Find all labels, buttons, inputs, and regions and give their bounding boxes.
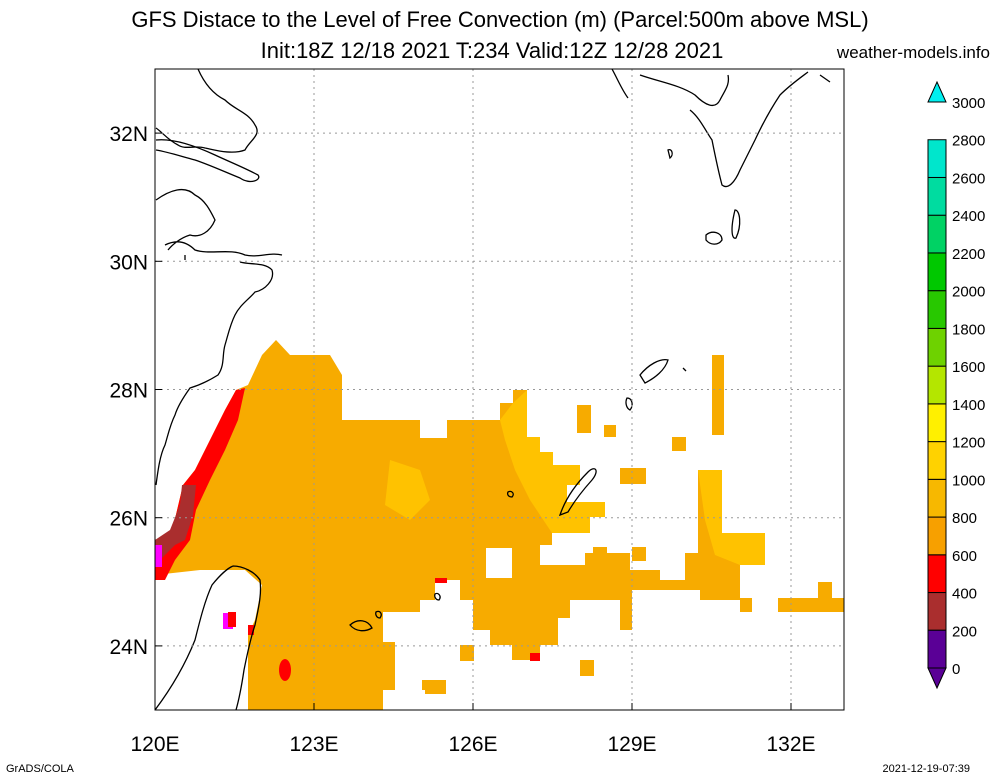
coastline-japan-island xyxy=(731,209,741,239)
colorbar-level-label: 200 xyxy=(952,623,977,640)
field-spot-red xyxy=(248,625,254,635)
lat-tick-label: 32N xyxy=(109,123,148,146)
colorbar-arrow-high xyxy=(927,80,947,103)
field-patch xyxy=(818,582,832,598)
colorbar-level-label: 2800 xyxy=(952,133,985,150)
colorbar-swatch xyxy=(927,139,947,178)
field-patch xyxy=(580,660,594,676)
field-patch xyxy=(577,405,591,433)
coastline-island xyxy=(667,149,673,160)
field-patch xyxy=(632,547,646,561)
field-spot-red xyxy=(435,578,447,583)
coastline-island xyxy=(625,397,633,411)
field-patch xyxy=(620,468,646,484)
footer-software: GrADS/COLA xyxy=(6,763,74,775)
field-patch xyxy=(460,645,474,661)
field-patch xyxy=(604,425,616,437)
lon-tick-label: 129E xyxy=(607,733,656,756)
lat-tick-label: 24N xyxy=(109,636,148,659)
lon-tick-label: 132E xyxy=(766,733,815,756)
colorbar-level-label: 2400 xyxy=(952,208,985,225)
map-axes: 120E 123E 126E 129E 132E 24N 26N 28N 30N 32N xyxy=(109,123,815,756)
field-edge-magenta xyxy=(155,545,162,567)
colorbar-swatch xyxy=(927,290,947,329)
colorbar-swatch xyxy=(927,441,947,480)
site-credit: weather-models.info xyxy=(836,43,990,62)
coastline-yangtze xyxy=(155,139,260,183)
coastlines xyxy=(155,69,831,710)
colorbar-swatch xyxy=(927,214,947,254)
field-region-light xyxy=(698,470,765,565)
colorbar-swatch xyxy=(927,403,947,443)
coastline-japan-kyushu xyxy=(611,69,831,188)
field-gap xyxy=(486,548,512,578)
field-spot-red xyxy=(530,653,540,661)
colorbar-level-label: 2200 xyxy=(952,246,985,263)
coastline-island xyxy=(375,610,382,619)
colorbar-level-label: 1400 xyxy=(952,397,985,414)
colorbar-swatch xyxy=(927,176,947,216)
footer-timestamp: 2021-12-19-07:39 xyxy=(882,763,970,775)
coastline-island xyxy=(349,620,373,632)
coastline-island xyxy=(434,592,441,601)
field-patch xyxy=(778,598,844,612)
colorbar-level-label: 2000 xyxy=(952,284,985,301)
coastline-island xyxy=(506,490,514,498)
lat-tick-label: 30N xyxy=(109,251,148,274)
lon-tick-label: 123E xyxy=(289,733,338,756)
lon-tick-label: 120E xyxy=(130,733,179,756)
colorbar-level-label: 1800 xyxy=(952,321,985,338)
colorbar-swatch xyxy=(927,554,947,594)
chart-title: GFS Distace to the Level of Free Convect… xyxy=(131,7,869,32)
lat-tick-label: 26N xyxy=(109,508,148,531)
colorbar-swatch xyxy=(927,327,947,367)
colorbar-swatch xyxy=(927,629,947,669)
colorbar-arrow-low xyxy=(927,667,947,690)
field-gap xyxy=(383,612,421,642)
colorbar-level-label: 800 xyxy=(952,510,977,527)
colorbar-level-label: 1000 xyxy=(952,472,985,489)
field-patch xyxy=(422,680,446,694)
lon-tick-label: 126E xyxy=(448,733,497,756)
colorbar-swatch xyxy=(927,478,947,518)
colorbar-level-label: 600 xyxy=(952,548,977,565)
colorbar-level-label: 1200 xyxy=(952,435,985,452)
coastline-amami xyxy=(639,359,669,384)
colorbar-swatch xyxy=(927,252,947,292)
field-patch xyxy=(740,598,752,612)
field-patch xyxy=(712,355,724,435)
coastline-taiwan xyxy=(155,565,262,710)
convection-field xyxy=(155,340,844,710)
chart-subtitle: Init:18Z 12/18 2021 T:234 Valid:12Z 12/2… xyxy=(260,38,724,63)
field-region-light xyxy=(500,390,605,533)
coastline-china-east xyxy=(155,188,283,486)
field-patch xyxy=(593,547,607,561)
colorbar-level-label: 3000 xyxy=(952,95,985,112)
colorbar-swatch xyxy=(927,516,947,556)
field-spot-red xyxy=(279,659,291,681)
field-region-light xyxy=(385,460,430,520)
colorbar-level-label: 400 xyxy=(952,586,977,603)
colorbar-level-label: 1600 xyxy=(952,359,985,376)
field-patch xyxy=(672,437,686,451)
map-grid xyxy=(154,69,844,710)
field-gap xyxy=(395,690,425,710)
field-region-main xyxy=(155,340,765,710)
field-edge-darkred xyxy=(155,485,196,565)
coastline-island xyxy=(682,367,687,372)
colorbar-level-label: 0 xyxy=(952,661,960,678)
field-edge-red xyxy=(228,612,236,627)
lat-tick-label: 28N xyxy=(109,380,148,403)
colorbar: 0 200 400 600 800 1000 1200 1400 1600 1800 2000 220… xyxy=(927,80,985,690)
colorbar-swatch xyxy=(927,592,947,631)
coastline-japan-island xyxy=(705,231,723,245)
coastline-china-north xyxy=(155,69,258,153)
colorbar-swatch xyxy=(927,365,947,405)
coastline-okinawa xyxy=(558,468,597,517)
colorbar-level-label: 2600 xyxy=(952,170,985,187)
field-gap xyxy=(420,648,460,678)
